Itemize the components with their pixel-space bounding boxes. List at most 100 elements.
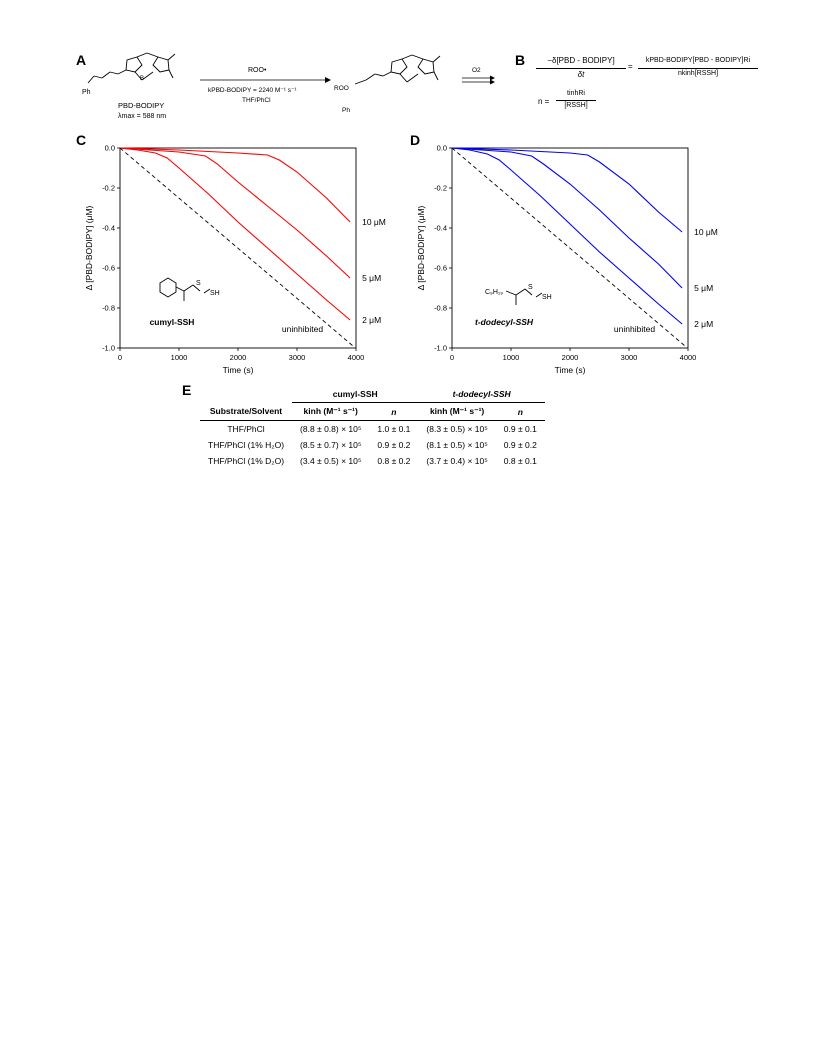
x-axis-label: Time (s) [223,365,254,375]
group-header-dodecyl: t-dodecyl-SSH [418,386,545,403]
chart-c: 0 1000 2000 3000 4000 0.0 -0.2 -0.4 -0.6 -0.8 -1.0… [84,144,386,376]
eq2-left: n = [538,97,550,106]
series-line-10-uM [119,147,351,223]
series-line-5-uM [451,147,683,289]
eq1-right-denominator: nkinh[RSSH] [677,70,719,77]
panel-letter-d: D [410,132,421,148]
eq1-right-numerator: kPBD-BODIPY[PBD - BODIPY]Ri [645,57,751,64]
sh-label-c: SH [210,290,220,297]
x-tick-label: 3000 [621,353,638,362]
series-line-2-uM [451,147,683,325]
table-cell: 0.8 ± 0.2 [377,456,411,466]
y-tick-label: -0.6 [102,264,115,273]
arrow-rate-label: kPBD-BODIPY = 2240 M⁻¹ s⁻¹ [208,87,297,94]
eq2-fraction-bar [556,100,596,101]
y-tick-label: -0.2 [102,184,115,193]
s-label-c1: S [196,280,201,287]
eq1-left-denominator: δt [577,70,585,79]
series-line-2-uM [119,147,351,321]
eq2-denominator: [RSSH] [564,102,588,109]
panel-letter-e: E [182,382,192,398]
reagent-label: PBD-BODIPY [118,101,164,110]
roo-label: ROO [334,85,349,92]
table-cell: (8.5 ± 0.7) × 10⁵ [300,440,362,450]
series-label: uninhibited [282,324,323,334]
y-tick-label: -0.2 [434,184,447,193]
y-tick-label: -0.8 [102,304,115,313]
col-header-kinh-2: kinh (M⁻¹ s⁻¹) [429,406,485,416]
reaction-scheme: Ph B PBD-BODIPY λmax = 588 nm ROO• kPBD-… [82,52,495,120]
ph-label-left: Ph [82,89,91,96]
series-line-5-uM [119,147,351,279]
eq1-left-fraction-bar [536,68,626,69]
compound-label: t-dodecyl-SSH [475,317,534,327]
x-tick-label: 1000 [171,353,188,362]
panel-letter-a: A [76,52,87,68]
arrow-solvent-label: THF/PhCl [242,97,271,104]
col-header-kinh-1: kinh (M⁻¹ s⁻¹) [303,406,358,416]
y-axis-label: Δ [PBD-BODIPY] (μM) [84,205,94,290]
x-tick-label: 1000 [503,353,520,362]
x-tick-label: 0 [450,353,454,362]
x-tick-label: 4000 [348,353,365,362]
t-dodecyl-ssh-structure [505,288,543,305]
series-label: 2 μM [694,319,713,329]
x-axis-label: Time (s) [555,365,586,375]
pbd-bodipy-structure [87,52,176,84]
eq1-equals: = [628,62,633,71]
panel-letter-c: C [76,132,87,148]
x-tick-label: 2000 [230,353,247,362]
col-header-n-2: n [517,406,523,417]
chart-d: 0 1000 2000 3000 4000 0.0 -0.2 -0.4 -0.6 -0.8 -1.0… [416,144,718,376]
y-tick-label: -1.0 [102,344,115,353]
o2-label: O2 [472,67,481,74]
col-header-n-1: n [391,406,397,417]
table-cell: 0.8 ± 0.1 [503,456,537,466]
table-cell: 0.9 ± 0.2 [377,440,411,450]
y-tick-label: -0.4 [434,224,447,233]
s-label-d1: S [528,284,533,291]
series-label: 10 μM [694,227,718,237]
product-structure [354,54,441,85]
y-tick-label: -0.8 [434,304,447,313]
results-table: cumyl-SSH t-dodecyl-SSH Substrate/Solven… [200,386,545,469]
table-row: THF/PhCl (1% H₂O) (8.5 ± 0.7) × 10⁵ 0.9 … [200,437,545,453]
table-cell: 0.9 ± 0.1 [503,424,537,434]
arrow-top-label: ROO• [248,67,267,74]
y-tick-label: 0.0 [105,144,115,153]
y-tick-label: -0.4 [102,224,115,233]
ph-label-right: Ph [342,107,350,114]
y-axis-label: Δ [PBD-BODIPY] (μM) [416,205,426,290]
group-header-cumyl: cumyl-SSH [292,386,419,403]
series-label: uninhibited [614,324,655,334]
table-cell: (8.8 ± 0.8) × 10⁵ [300,424,362,434]
x-tick-label: 3000 [289,353,306,362]
c9h19-label: C₉H₁₉ [485,289,503,296]
series-line-uninhibited [451,147,686,347]
cumyl-ssh-structure [159,277,211,301]
eq1-right-fraction-bar [638,68,758,69]
table-row: THF/PhCl (8.8 ± 0.8) × 10⁵ 1.0 ± 0.1 (8.… [200,421,545,438]
bf2-label-left: B [140,76,144,82]
col-header-substrate: Substrate/Solvent [209,406,283,417]
series-label: 10 μM [362,217,386,227]
series-label: 5 μM [362,273,381,283]
eq1-left-numerator: −δ[PBD - BODIPY] [547,56,615,65]
table-cell: (8.1 ± 0.5) × 10⁵ [426,440,488,450]
series-line-uninhibited [119,147,354,347]
series-label: 2 μM [362,315,381,325]
x-tick-label: 4000 [680,353,697,362]
x-tick-label: 0 [118,353,122,362]
y-tick-label: -0.6 [434,264,447,273]
table-cell: THF/PhCl [227,424,265,434]
panel-letter-b: B [515,52,526,68]
y-tick-label: 0.0 [437,144,447,153]
table-cell: 1.0 ± 0.1 [377,424,411,434]
compound-label: cumyl-SSH [150,317,195,327]
table-cell: (3.7 ± 0.4) × 10⁵ [426,456,488,466]
table-cell: (8.3 ± 0.5) × 10⁵ [426,424,488,434]
series-label: 5 μM [694,283,713,293]
y-tick-label: -1.0 [434,344,447,353]
sh-label-d: SH [542,294,552,301]
reaction-arrowhead [325,77,331,83]
